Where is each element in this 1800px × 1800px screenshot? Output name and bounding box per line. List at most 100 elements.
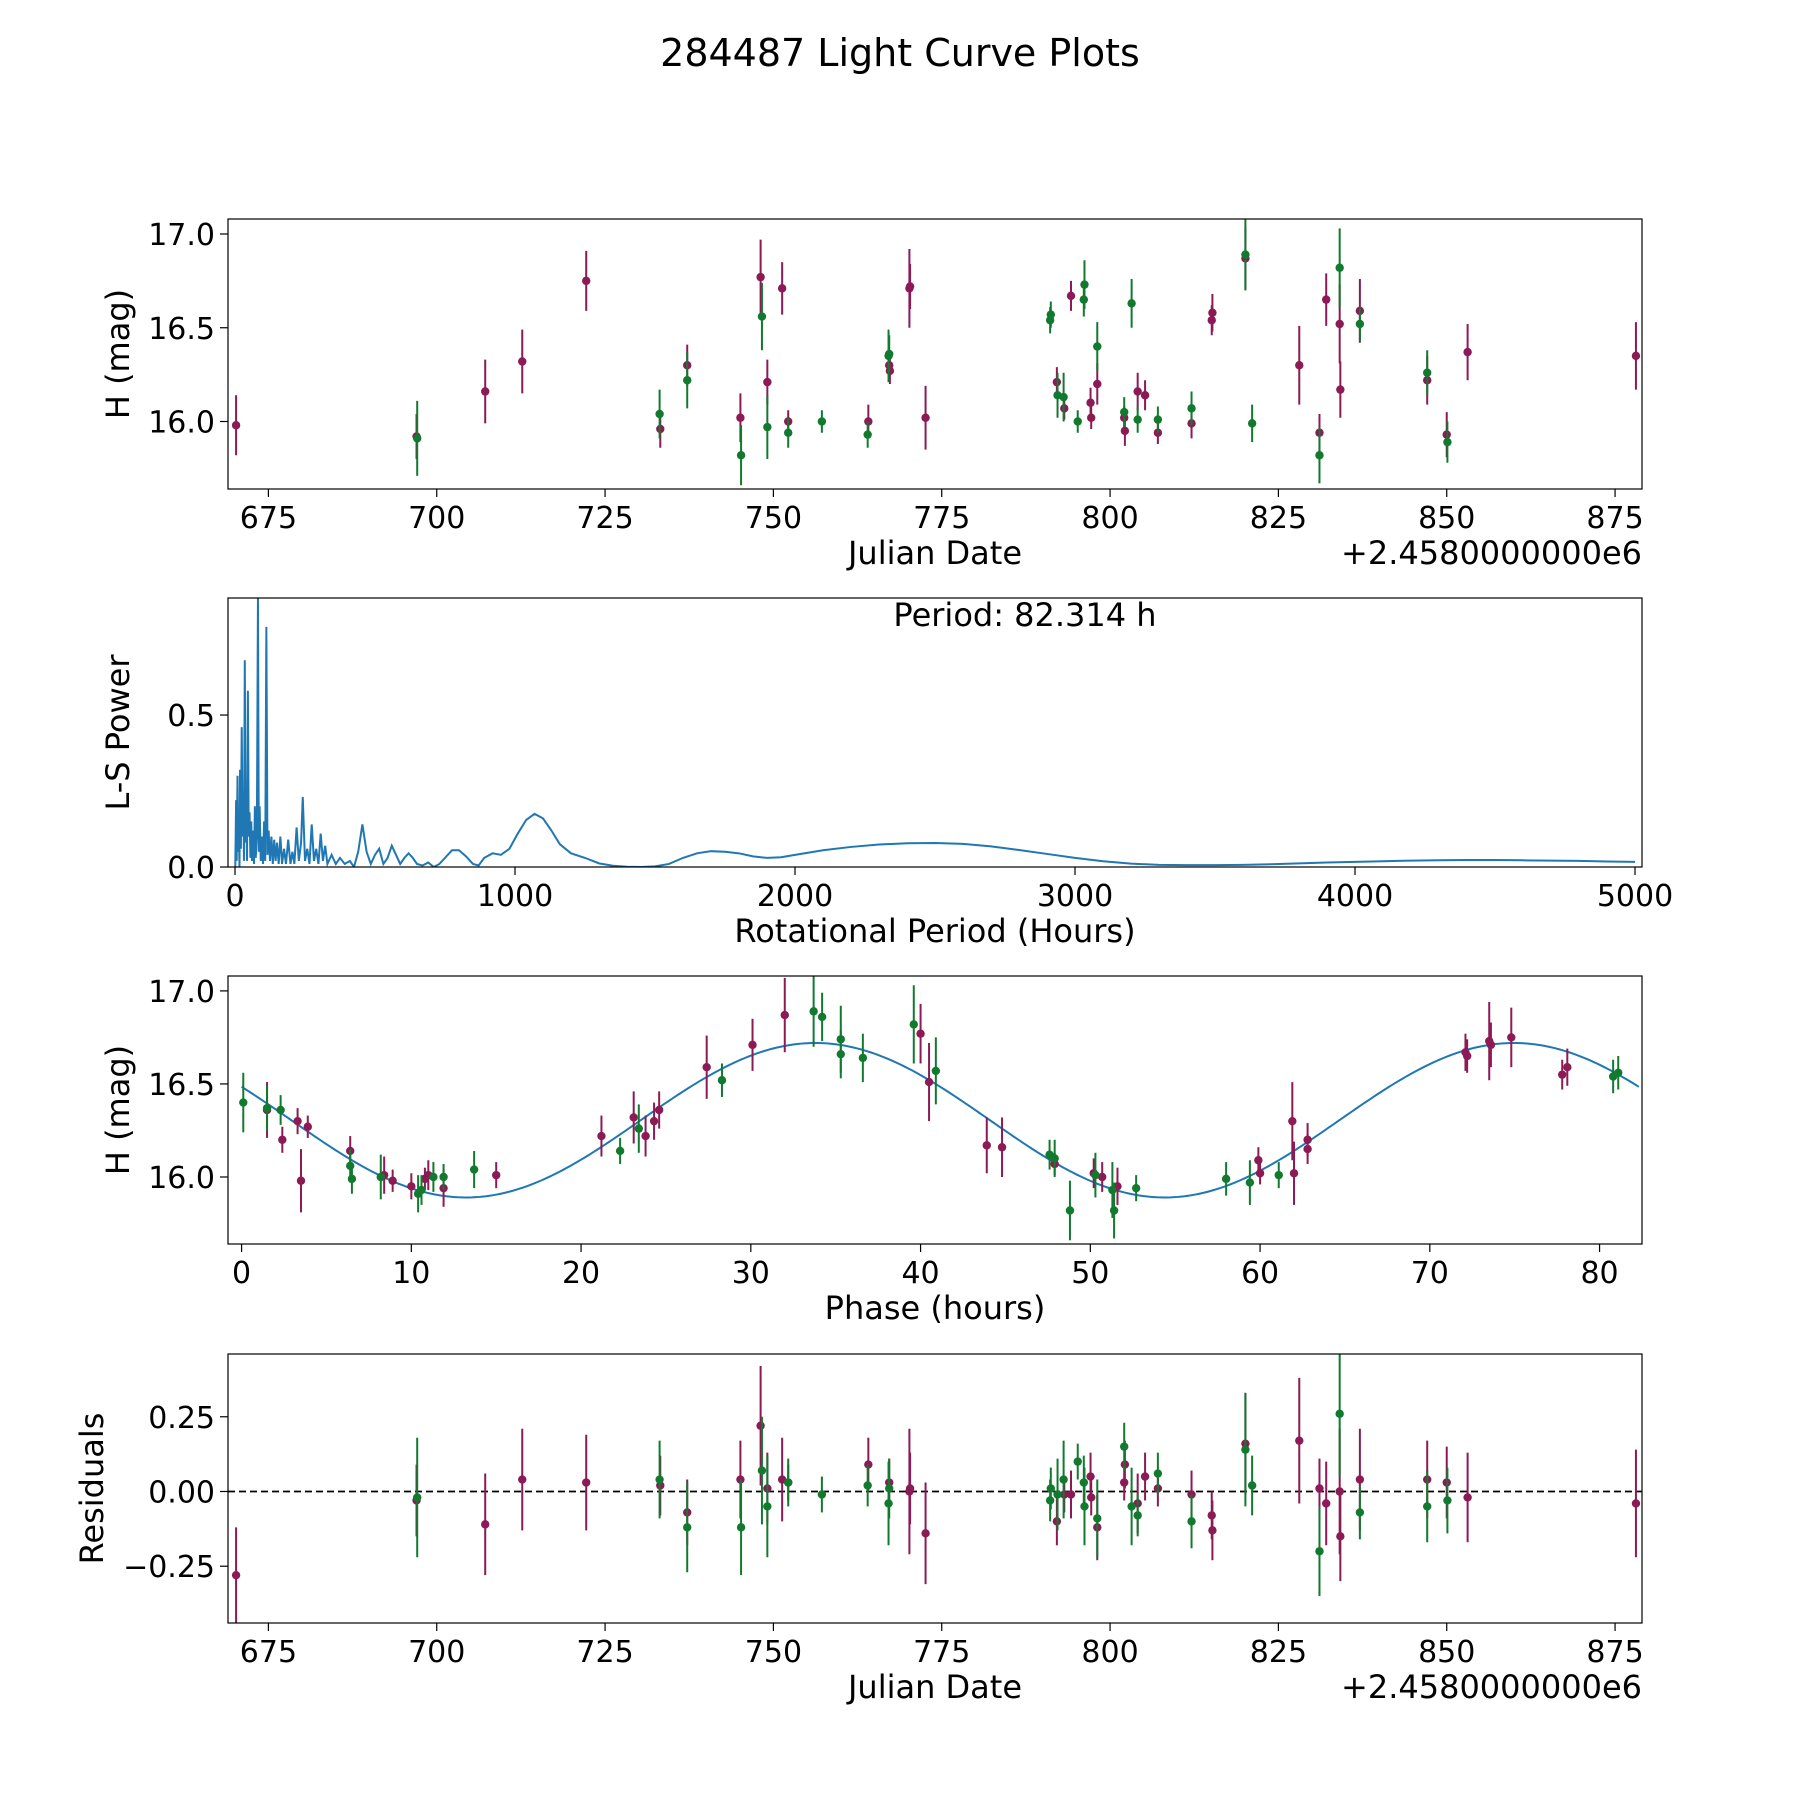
data-point-magenta (1086, 398, 1095, 407)
x-tick-label: 5000 (1597, 879, 1673, 914)
data-point-magenta (916, 1029, 925, 1038)
x-tick-label: 725 (576, 501, 633, 536)
data-point-green (1046, 310, 1056, 319)
y-axis-label: H (mag) (99, 289, 137, 419)
data-point-magenta (231, 1570, 241, 1580)
data-point-green (1443, 437, 1452, 447)
data-point-magenta (1133, 387, 1142, 396)
axes-frame (227, 975, 1643, 1245)
data-point-green (1274, 1170, 1283, 1180)
data-point-magenta (1087, 1493, 1096, 1502)
data-point-green (1093, 342, 1102, 351)
data-point-magenta (1463, 1493, 1472, 1502)
x-tick-label: 825 (1250, 501, 1307, 536)
y-tick-label: 16.0 (148, 1161, 215, 1196)
y-tick-label: 16.0 (148, 406, 215, 441)
data-point-magenta (736, 413, 745, 422)
data-point-green (1091, 1170, 1100, 1180)
x-tick-label: 4000 (1317, 879, 1393, 914)
data-point-green (1423, 1502, 1432, 1511)
data-point-magenta (1558, 1070, 1567, 1079)
data-point-magenta (756, 1421, 765, 1430)
data-point-magenta (1335, 319, 1344, 329)
data-point-green (417, 1185, 426, 1195)
data-point-green (1059, 392, 1068, 402)
data-point-green (1120, 407, 1129, 417)
data-point-magenta (641, 1131, 650, 1141)
data-point-green (1059, 1475, 1068, 1484)
data-point-magenta (1336, 1532, 1345, 1541)
plot-area (231, 219, 1641, 486)
x-tick-label: 40 (901, 1256, 939, 1291)
x-tick-label: 10 (392, 1256, 430, 1291)
data-point-magenta (1486, 1040, 1496, 1050)
data-point-magenta (748, 1040, 757, 1050)
data-point-green (429, 1172, 438, 1182)
data-point-magenta (1098, 1172, 1107, 1182)
data-point-magenta (924, 1077, 934, 1087)
data-point-green (817, 1012, 827, 1022)
data-point-magenta (1066, 291, 1076, 301)
x-offset-text: +2.4580000000e6 (1341, 534, 1642, 572)
x-tick-label: 675 (240, 501, 297, 536)
data-point-green (683, 376, 692, 385)
y-tick-label: 16.5 (148, 312, 215, 347)
x-tick-label: 2000 (757, 879, 833, 914)
data-point-magenta (1462, 1051, 1472, 1061)
periodogram-line (234, 598, 1636, 867)
data-point-magenta (492, 1170, 501, 1180)
data-point-magenta (654, 1105, 664, 1115)
data-point-green (1120, 1442, 1129, 1451)
data-point-green (1241, 250, 1250, 259)
data-point-green (1133, 415, 1142, 424)
data-point-magenta (518, 357, 527, 366)
data-point-magenta (1295, 361, 1304, 370)
axes-frame (227, 1353, 1643, 1624)
data-point-green (931, 1066, 941, 1076)
data-point-green (1335, 263, 1344, 272)
data-point-green (1247, 1481, 1257, 1490)
data-point-magenta (1087, 413, 1096, 422)
data-point-magenta (1140, 1472, 1150, 1481)
data-point-green (757, 1466, 767, 1475)
x-tick-label: 0 (232, 1256, 251, 1291)
x-tick-label: 3000 (1037, 879, 1113, 914)
data-point-green (817, 1490, 827, 1499)
data-point-magenta (1120, 426, 1130, 436)
data-point-green (1614, 1068, 1623, 1077)
data-point-magenta (481, 387, 490, 396)
data-point-magenta (756, 272, 765, 282)
data-point-green (858, 1053, 868, 1063)
data-point-green (1355, 1508, 1365, 1517)
data-point-magenta (1093, 379, 1102, 389)
data-point-green (655, 409, 664, 419)
x-tick-label: 30 (732, 1256, 770, 1291)
data-point-green (863, 430, 872, 439)
data-point-magenta (582, 276, 591, 286)
data-point-green (1355, 319, 1365, 329)
data-point-magenta (1336, 385, 1345, 394)
data-point-magenta (1315, 1484, 1324, 1493)
data-point-green (413, 434, 422, 443)
x-axis-label: Rotational Period (Hours) (734, 912, 1135, 950)
data-point-green (1050, 1154, 1059, 1163)
data-point-magenta (296, 1176, 306, 1185)
data-point-magenta (997, 1143, 1007, 1152)
data-point-magenta (1140, 391, 1150, 400)
data-point-magenta (518, 1475, 527, 1484)
data-point-green (439, 1172, 448, 1182)
data-point-green (1080, 280, 1089, 289)
x-tick-label: 875 (1586, 1635, 1643, 1670)
axes-frame (227, 597, 1643, 868)
x-tick-label: 700 (408, 501, 465, 536)
x-tick-label: 825 (1250, 1635, 1307, 1670)
period-annotation: Period: 82.314 h (893, 596, 1156, 634)
data-point-green (1335, 1409, 1344, 1418)
data-point-magenta (1288, 1116, 1297, 1126)
data-point-green (763, 422, 772, 432)
y-axis-label: L-S Power (99, 654, 137, 811)
data-point-magenta (1507, 1033, 1516, 1042)
x-tick-label: 0 (225, 879, 244, 914)
